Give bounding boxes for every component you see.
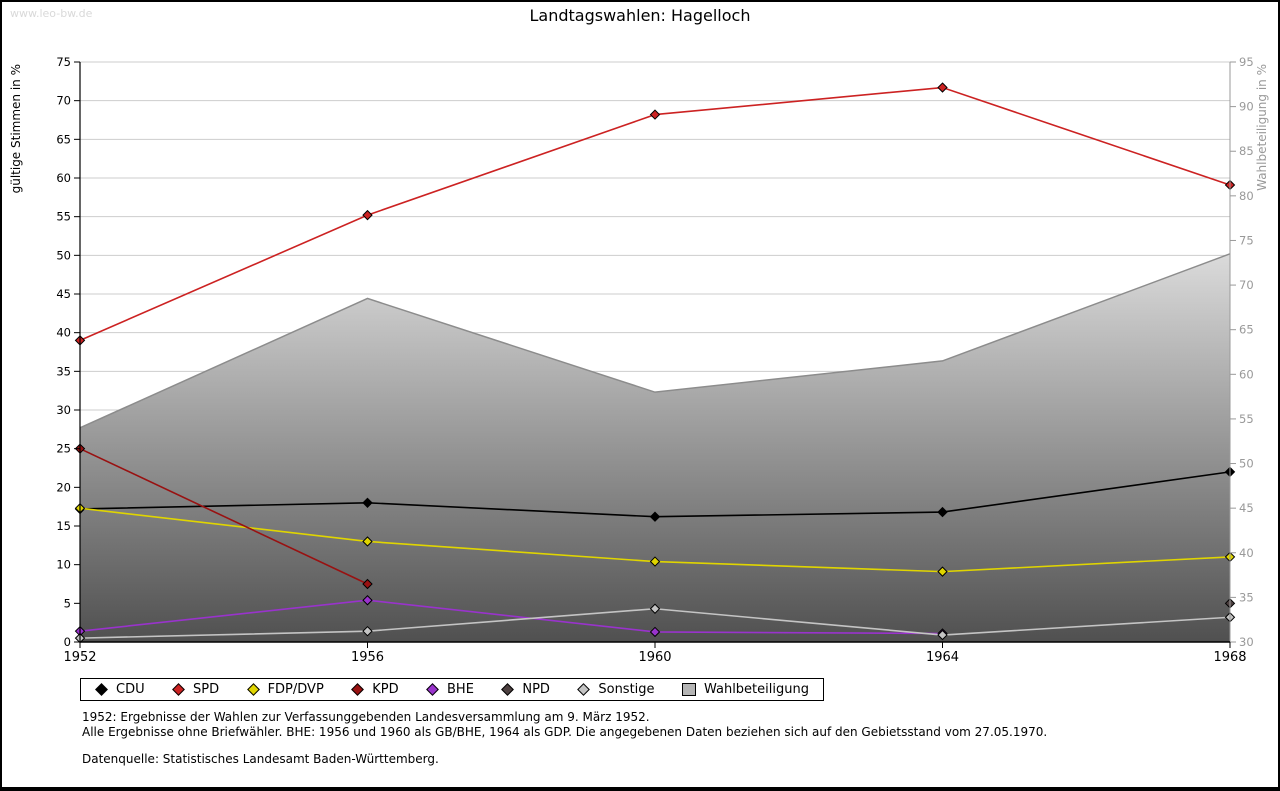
svg-text:30: 30 <box>1239 635 1254 649</box>
fdp-dvp-marker-icon <box>937 566 948 577</box>
svg-text:1960: 1960 <box>638 650 671 665</box>
svg-text:20: 20 <box>56 480 71 494</box>
svg-text:45: 45 <box>1239 501 1254 515</box>
svg-text:80: 80 <box>1239 189 1254 203</box>
svg-text:35: 35 <box>1239 590 1254 604</box>
sonstige-marker-icon <box>937 629 948 641</box>
left-axis-title: gültige Stimmen in % <box>9 64 23 193</box>
series-kpd <box>74 443 373 590</box>
svg-text:25: 25 <box>56 442 71 456</box>
fdp-dvp-marker-icon <box>649 556 661 567</box>
legend-item-sonstige: Sonstige <box>577 682 655 697</box>
right-axis-ticks: 30 35 40 45 50 55 60 65 70 75 80 85 90 95 <box>1230 55 1254 649</box>
svg-text:70: 70 <box>1239 278 1254 292</box>
svg-text:90: 90 <box>1239 100 1254 114</box>
svg-text:40: 40 <box>1239 546 1254 560</box>
legend-label-npd: NPD <box>522 682 550 697</box>
election-line-chart: 0 5 10 15 20 25 30 35 40 45 50 55 60 65 70 75 30 35 40 45 50… <box>9 55 1269 665</box>
svg-text:35: 35 <box>56 364 71 378</box>
sonstige-marker-icon <box>362 625 373 637</box>
svg-text:0: 0 <box>64 635 71 649</box>
legend-label-fdp-dvp: FDP/DVP <box>267 682 324 697</box>
legend-item-bhe: BHE <box>426 682 474 697</box>
svg-text:1952: 1952 <box>63 650 96 665</box>
svg-text:55: 55 <box>1239 412 1254 426</box>
cdu-marker-icon <box>95 683 108 696</box>
legend-item-npd: NPD <box>501 682 550 697</box>
left-axis-ticks: 0 5 10 15 20 25 30 35 40 45 50 55 60 65 70 75 <box>56 55 80 649</box>
bhe-marker-icon <box>649 626 661 638</box>
svg-text:1964: 1964 <box>926 650 959 665</box>
fdp-dvp-marker-icon <box>362 536 373 547</box>
legend-label-cdu: CDU <box>116 682 145 697</box>
series-wahlbeteiligung-area <box>79 253 1231 642</box>
svg-text:40: 40 <box>56 326 71 340</box>
chart-title: Landtagswahlen: Hagelloch <box>529 6 751 25</box>
svg-text:60: 60 <box>56 171 71 185</box>
cdu-marker-icon <box>362 497 373 509</box>
svg-text:1956: 1956 <box>351 650 384 665</box>
svg-text:55: 55 <box>56 210 71 224</box>
right-axis-title: Wahlbeteiligung in % <box>1255 64 1269 191</box>
fdp-dvp-marker-icon <box>246 683 260 696</box>
wahlbeteiligung-marker-icon <box>681 683 696 696</box>
legend-label-bhe: BHE <box>447 682 474 697</box>
svg-text:75: 75 <box>56 55 71 69</box>
svg-text:1968: 1968 <box>1213 650 1246 665</box>
spd-marker-icon <box>362 209 373 221</box>
watermark: www.leo-bw.de <box>10 7 93 20</box>
svg-text:50: 50 <box>1239 457 1254 471</box>
npd-marker-icon <box>501 683 515 696</box>
legend-item-cdu: CDU <box>95 682 145 697</box>
svg-text:60: 60 <box>1239 367 1254 381</box>
svg-text:65: 65 <box>56 132 71 146</box>
chart-legend: CDU SPD FDP/DVP KPD BHE NPD Sonstige Wa <box>80 678 824 701</box>
footnotes: 1952: Ergebnisse der Wahlen zur Verfassu… <box>82 710 1047 767</box>
series-sonstige <box>74 603 1236 644</box>
legend-label-wahlbeteiligung: Wahlbeteiligung <box>703 682 809 697</box>
legend-label-sonstige: Sonstige <box>598 682 655 697</box>
legend-item-wahlbeteiligung: Wahlbeteiligung <box>681 682 809 697</box>
data-source-line: Datenquelle: Statistisches Landesamt Bad… <box>82 752 439 766</box>
svg-text:70: 70 <box>56 94 71 108</box>
legend-label-kpd: KPD <box>372 682 399 697</box>
svg-text:10: 10 <box>56 558 71 572</box>
svg-text:95: 95 <box>1239 55 1254 69</box>
svg-text:5: 5 <box>64 596 71 610</box>
legend-label-spd: SPD <box>193 682 220 697</box>
legend-item-fdp-dvp: FDP/DVP <box>246 682 324 697</box>
bhe-marker-icon <box>362 595 373 606</box>
kpd-marker-icon <box>351 683 365 696</box>
sonstige-marker-icon <box>577 683 591 696</box>
svg-text:15: 15 <box>56 519 71 533</box>
sonstige-marker-icon <box>649 603 661 614</box>
spd-marker-icon <box>172 683 185 696</box>
spd-marker-icon <box>937 82 948 93</box>
svg-text:50: 50 <box>56 248 71 262</box>
svg-text:45: 45 <box>56 287 71 301</box>
svg-text:65: 65 <box>1239 323 1254 337</box>
series-spd <box>74 82 1236 346</box>
footnote-line-2: Alle Ergebnisse ohne Briefwähler. BHE: 1… <box>82 724 1048 739</box>
svg-text:30: 30 <box>56 403 71 417</box>
bhe-marker-icon <box>426 683 439 696</box>
x-axis-ticks: 1952 1956 1960 1964 1968 <box>63 642 1247 665</box>
cdu-marker-icon <box>649 511 661 522</box>
legend-item-spd: SPD <box>172 682 219 697</box>
footnote-line-1: 1952: Ergebnisse der Wahlen zur Verfassu… <box>82 710 650 724</box>
svg-text:85: 85 <box>1239 144 1254 158</box>
kpd-marker-icon <box>362 578 373 590</box>
cdu-marker-icon <box>937 506 948 518</box>
spd-marker-icon <box>649 109 661 120</box>
svg-text:75: 75 <box>1239 233 1254 247</box>
legend-item-kpd: KPD <box>351 682 399 697</box>
